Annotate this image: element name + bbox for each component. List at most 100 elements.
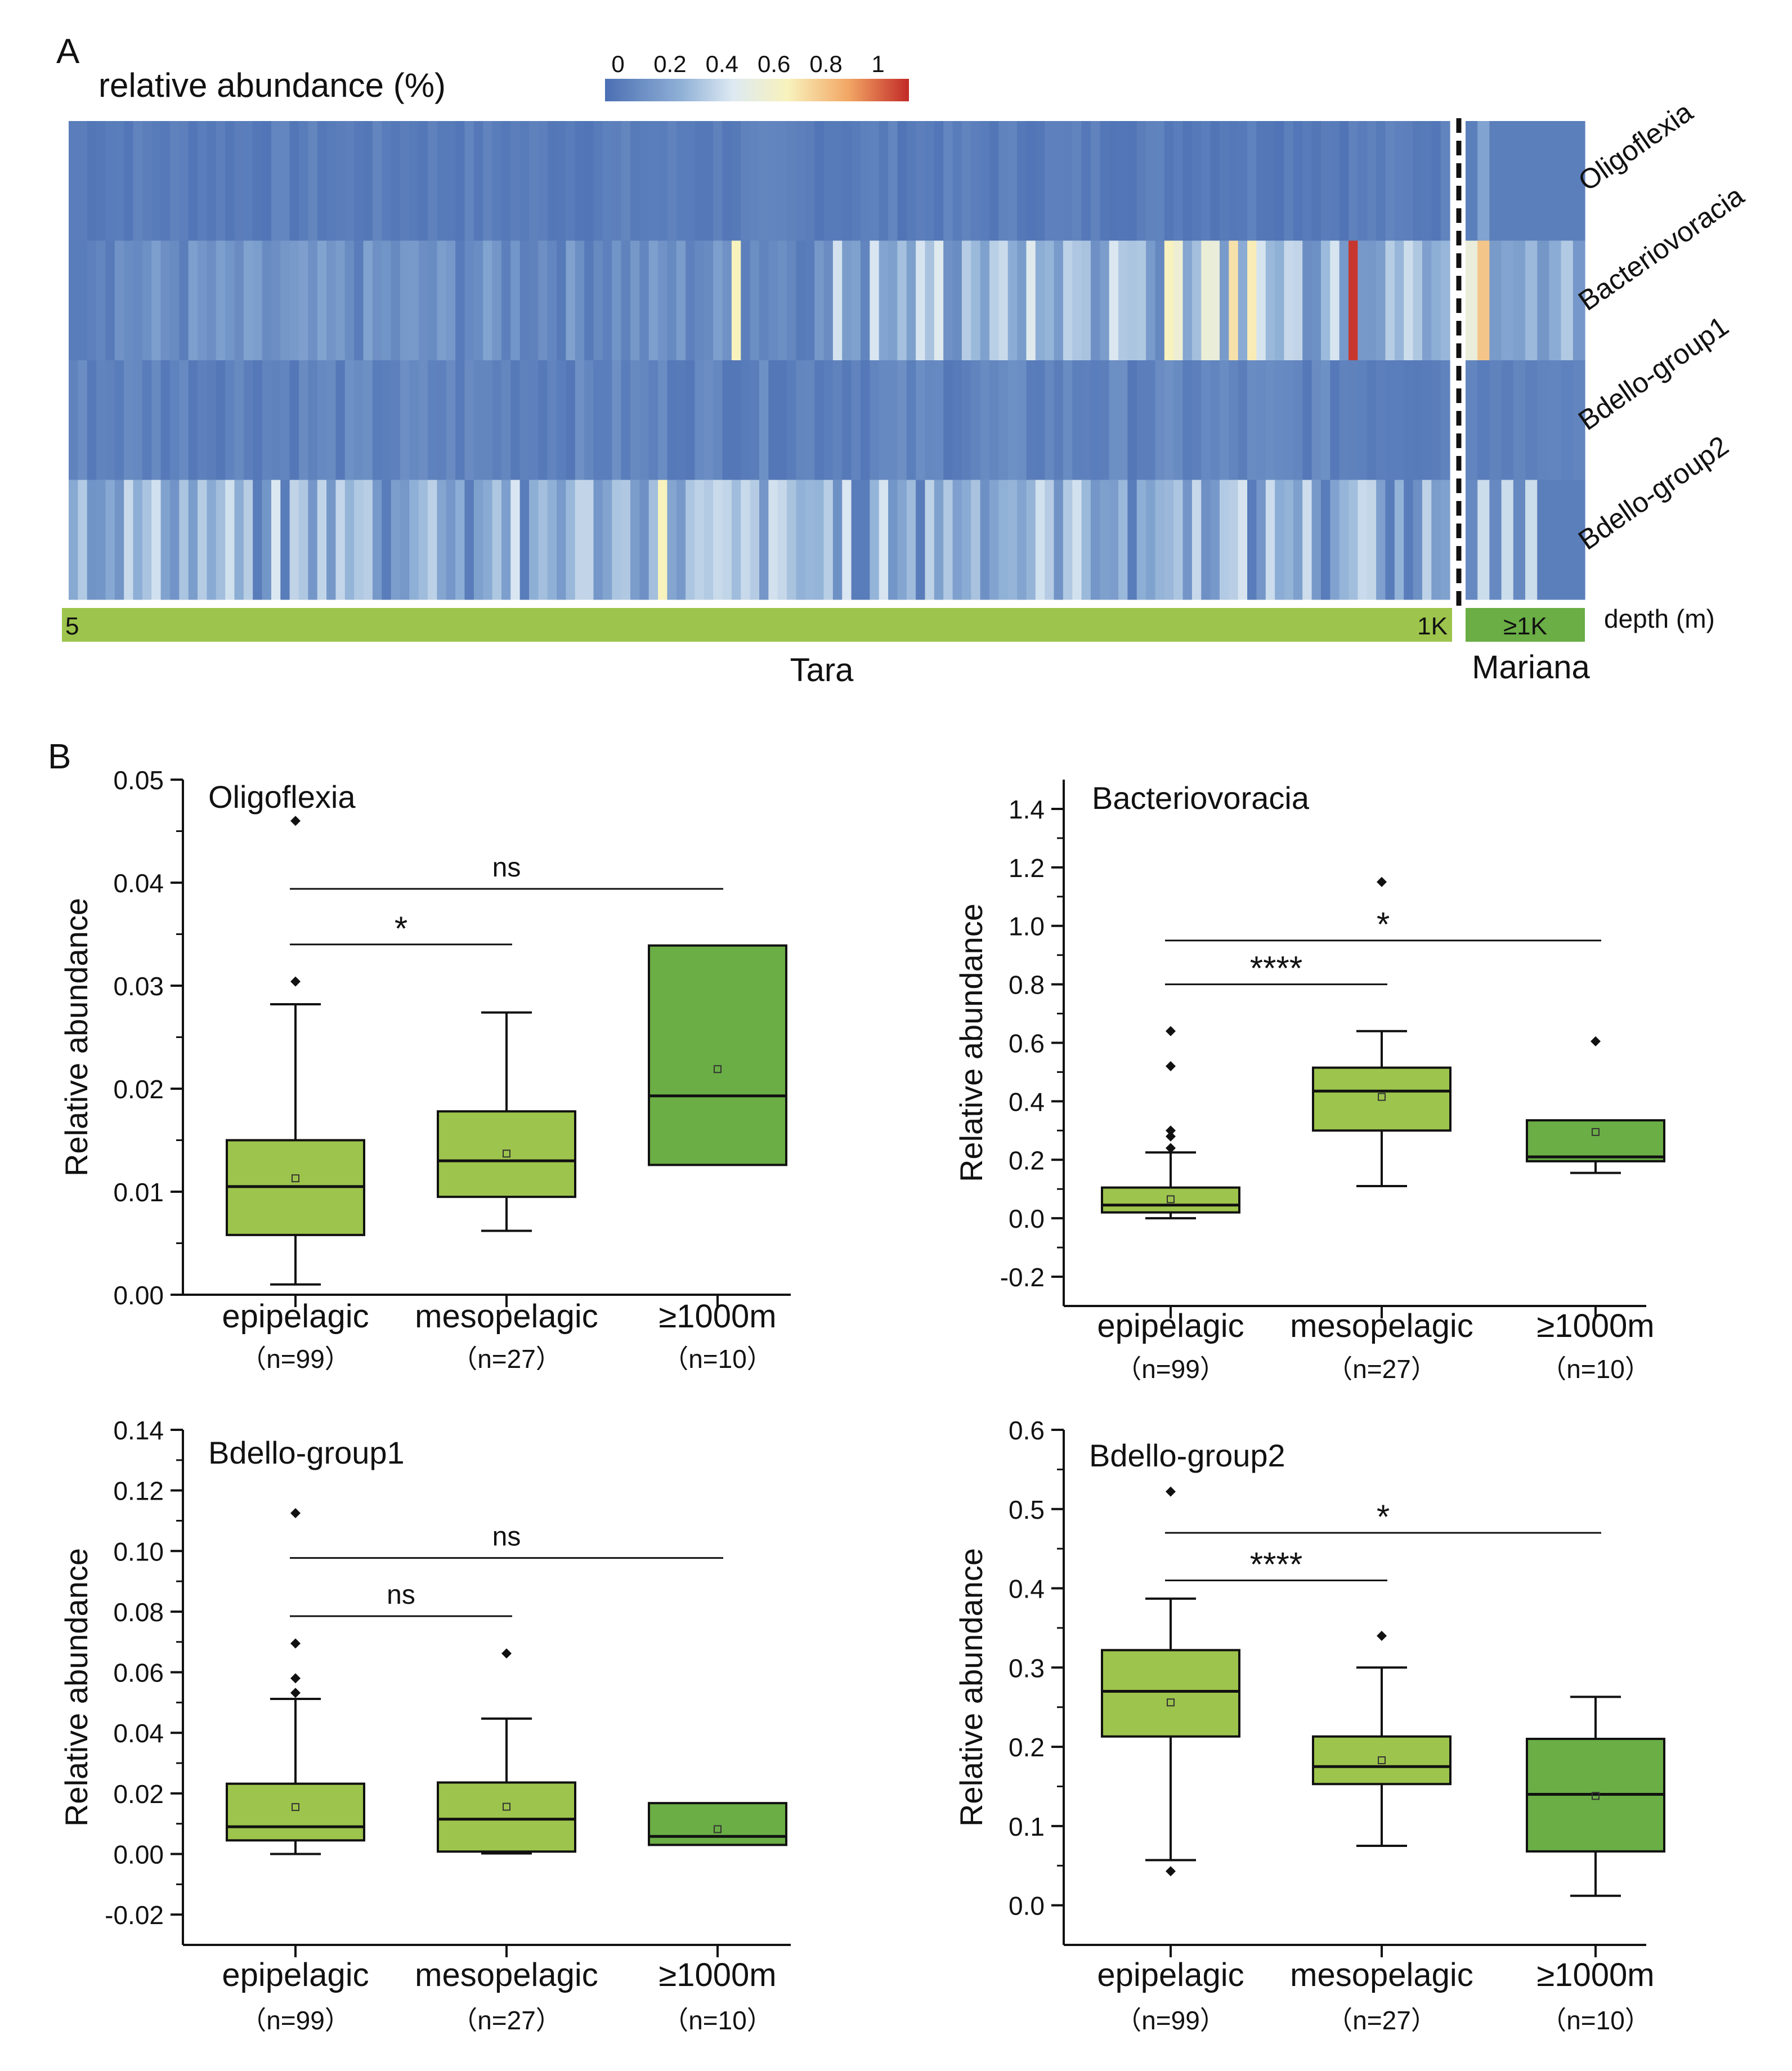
y-tick-label: 0.4 (1009, 1087, 1045, 1116)
box-iqr (1312, 1066, 1451, 1132)
y-tick-label: 0.12 (113, 1477, 164, 1506)
depth-bar-mariana (1466, 608, 1585, 642)
outlier-point (1166, 1061, 1176, 1072)
y-tick-label: 0.01 (113, 1178, 164, 1207)
y-tick-label: 0.6 (1009, 1416, 1045, 1445)
y-tick-label: 0.08 (113, 1598, 164, 1627)
mean-marker (503, 1149, 510, 1158)
x-category-label: mesopelagic (415, 1957, 598, 1993)
x-category-label: ≥1000m (658, 1298, 776, 1335)
x-category-label: epipelagic (1097, 1308, 1244, 1344)
significance-label: **** (1250, 1545, 1302, 1583)
x-n-label: （n=27） (451, 2006, 562, 2035)
box-iqr (1526, 1119, 1665, 1162)
outlier-point (501, 1648, 512, 1659)
colorbar-tick-label: 0.6 (758, 51, 790, 77)
box-mesopelagic (1312, 876, 1451, 1188)
box-mesopelagic (437, 1648, 576, 1855)
outlier-point (1166, 1131, 1176, 1142)
heatmap-row-label: Bdello-group2 (1573, 430, 1734, 556)
x-category-label: epipelagic (1097, 1957, 1244, 1993)
outlier-point (290, 1638, 301, 1649)
outlier-point (1166, 1125, 1176, 1136)
box-iqr (1312, 1735, 1451, 1786)
x-category-label: epipelagic (222, 1298, 369, 1335)
mariana-label: Mariana (1472, 649, 1590, 686)
significance-label: * (1377, 906, 1390, 943)
box-iqr (437, 1781, 576, 1853)
box-1000m (1526, 1696, 1665, 1897)
boxplot-oligoflexia: 0.00 0.01 0.02 0.03 0.04 0.05 Relative abundan… (59, 766, 791, 1374)
x-category-label: mesopelagic (1290, 1957, 1473, 1993)
box-epipelagic (1101, 1486, 1240, 1877)
boxplot-bacteriovoracia: -0.2 0.0 0.2 0.4 0.6 0.8 1.0 1.2 1.4 Relative abu… (953, 780, 1665, 1384)
y-axis-label: Relative abundance (953, 903, 989, 1182)
outlier-point (290, 816, 301, 826)
y-tick-label: 0.02 (113, 1779, 164, 1809)
depth-end-label: 1K (1417, 612, 1448, 640)
y-axis-label: Relative abundance (59, 898, 94, 1177)
outlier-point (290, 1688, 301, 1698)
boxplot-bdello-group1: -0.02 0.00 0.02 0.04 0.06 0.08 0.10 0.12 0.14 Rel… (59, 1416, 791, 2035)
y-tick-label: 1.0 (1009, 912, 1045, 941)
colorbar-tick-label: 0.8 (809, 51, 842, 77)
y-tick-label: 1.2 (1009, 853, 1045, 883)
y-tick-label: -0.2 (1000, 1263, 1045, 1292)
mean-marker (1378, 1756, 1386, 1765)
significance-label: ns (492, 853, 521, 883)
box-iqr (1101, 1186, 1240, 1214)
box-mesopelagic (437, 1011, 576, 1232)
significance-label: * (1377, 1498, 1390, 1536)
outlier-point (290, 1508, 301, 1519)
heatmap-row-label: Bdello-group1 (1573, 310, 1734, 436)
heatmap-tara (69, 121, 1450, 600)
x-n-label: （n=27） (1327, 1354, 1437, 1384)
x-n-label: （n=27） (1327, 2006, 1437, 2035)
x-n-label: （n=10） (662, 1344, 773, 1374)
x-n-label: （n=99） (240, 1344, 351, 1374)
significance-label: **** (1250, 950, 1302, 987)
outlier-point (1377, 1631, 1387, 1641)
x-n-label: （n=27） (451, 1344, 562, 1374)
colorbar (605, 79, 909, 101)
y-tick-label: 1.4 (1009, 795, 1045, 824)
panel-b-label: B (48, 737, 71, 776)
depth-mariana-label: ≥1K (1503, 612, 1547, 640)
mean-marker (292, 1174, 299, 1183)
y-tick-label: 0.3 (1009, 1653, 1045, 1683)
x-category-label: ≥1000m (658, 1957, 776, 1993)
box-iqr (648, 1802, 787, 1846)
x-n-label: （n=10） (662, 2006, 773, 2035)
box-1000m (1526, 1036, 1665, 1174)
significance-label: ns (387, 1580, 415, 1610)
outlier-point (1377, 876, 1387, 887)
heatmap-row-labels: OligoflexiaBacteriovoraciaBdello-group1B… (1573, 96, 1750, 556)
x-n-label: （n=99） (240, 2006, 351, 2035)
heatmap-row-label: Oligoflexia (1573, 96, 1699, 197)
outlier-point (1166, 1143, 1176, 1153)
outlier-point (1166, 1026, 1176, 1036)
mean-marker (1592, 1792, 1600, 1800)
mean-marker (714, 1065, 722, 1073)
y-tick-label: 0.0 (1009, 1891, 1045, 1921)
y-tick-label: 0.02 (113, 1075, 164, 1104)
outlier-point (290, 1673, 301, 1684)
colorbar-tick-label: 1 (871, 51, 884, 77)
mean-marker (1167, 1195, 1175, 1204)
mean-marker (292, 1803, 299, 1811)
depth-start-label: 5 (65, 612, 79, 640)
heatmap-mariana (1466, 121, 1585, 600)
outlier-point (1166, 1486, 1176, 1497)
box-iqr (226, 1782, 365, 1842)
mean-marker (1592, 1128, 1600, 1136)
x-n-label: （n=10） (1540, 1354, 1651, 1384)
box-1000m (648, 944, 787, 1166)
depth-axis-label: depth (m) (1604, 604, 1715, 633)
outlier-point (290, 976, 301, 987)
box-mesopelagic (1312, 1631, 1451, 1848)
x-category-label: ≥1000m (1536, 1957, 1654, 1993)
y-tick-label: 0.10 (113, 1537, 164, 1566)
colorbar-tick-label: 0 (611, 51, 624, 77)
colorbar-tick-label: 0.4 (706, 51, 738, 77)
